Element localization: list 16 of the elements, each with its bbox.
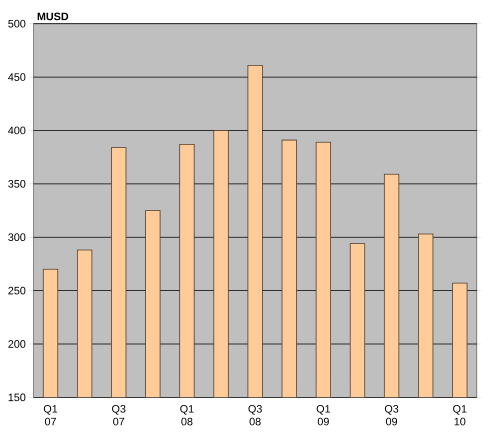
y-tick-label: 450 [8, 73, 26, 81]
y-axis-title: MUSD [38, 12, 68, 20]
x-tick-label: Q1 10 [453, 404, 466, 426]
y-tick-label: 150 [8, 393, 26, 402]
x-tick-label: Q3 07 [112, 404, 126, 426]
y-tick-label: 500 [8, 20, 26, 28]
x-tick-label: Q1 07 [44, 404, 58, 426]
x-tick-label: Q3 09 [384, 404, 398, 426]
x-tick-label: Q3 08 [248, 404, 262, 426]
x-tick-label: Q1 09 [316, 404, 330, 426]
y-tick-label: 300 [8, 233, 26, 241]
y-tick-label: 250 [8, 286, 26, 294]
y-tick-label: 350 [8, 180, 26, 188]
y-tick-label: 200 [8, 340, 26, 348]
y-tick-label: 400 [8, 126, 26, 134]
x-tick-label: Q1 08 [180, 404, 194, 426]
